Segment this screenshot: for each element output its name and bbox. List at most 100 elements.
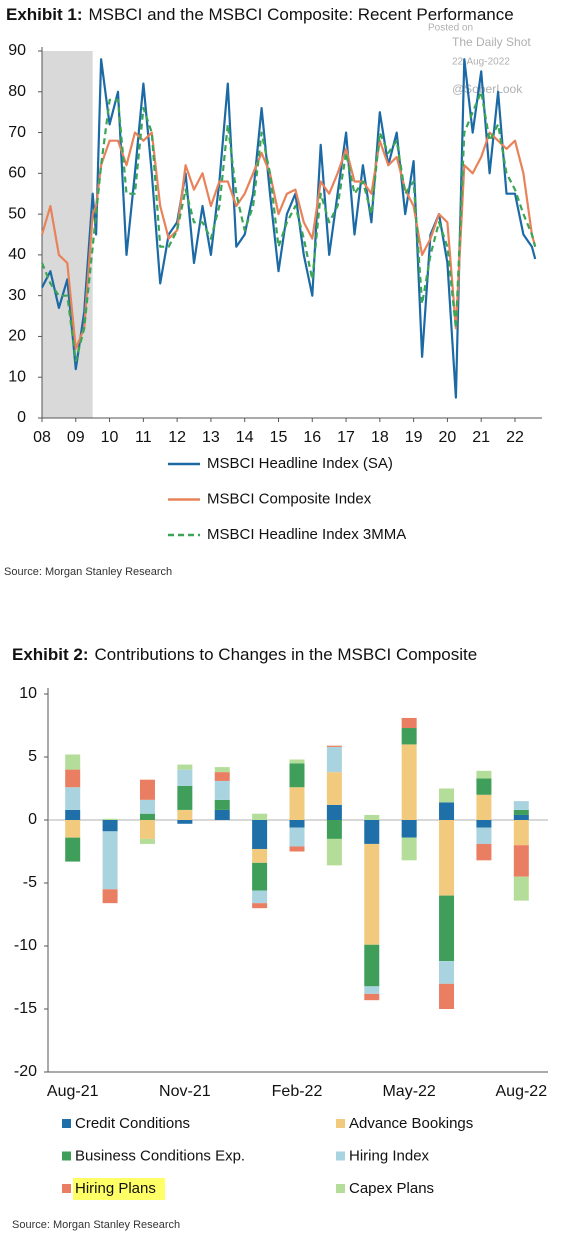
x-tick-label: 11: [135, 429, 152, 446]
bar-segment: [214, 780, 230, 800]
legend-label: Advance Bookings: [349, 1115, 473, 1132]
y-tick-label: 30: [8, 287, 26, 304]
chart-title: Exhibit 1: MSBCI and the MSBCI Composite:…: [6, 5, 514, 24]
bar-segment: [364, 993, 380, 1001]
legend-swatch: [62, 1184, 71, 1193]
watermark: @SoberLook: [452, 82, 523, 96]
bar-segment: [65, 787, 81, 810]
bar-segment: [439, 983, 455, 1009]
bar-segment: [252, 820, 268, 849]
bar-segment: [364, 814, 380, 820]
series-line: [41, 58, 537, 399]
bar-segment: [214, 772, 230, 781]
x-tick-label: 21: [472, 429, 490, 446]
bar-segment: [513, 820, 529, 846]
bar-segment: [364, 986, 380, 994]
bar-segment: [476, 827, 492, 844]
source: Source: Morgan Stanley Research: [12, 1219, 180, 1231]
bar-segment: [439, 820, 455, 896]
y-tick-label: 70: [8, 124, 26, 141]
x-tick-label: 18: [371, 429, 389, 446]
bar-segment: [252, 903, 268, 909]
x-tick-label: 20: [439, 429, 457, 446]
bar-segment: [326, 820, 342, 839]
bar-segment: [289, 787, 305, 820]
bar-segment: [513, 845, 529, 877]
x-tick-label: Nov-21: [159, 1083, 211, 1100]
legend-label: Hiring Plans: [75, 1180, 156, 1197]
title-text: Contributions to Changes in the MSBCI Co…: [95, 645, 478, 664]
shaded-period: [42, 51, 93, 418]
bar-segment: [439, 788, 455, 803]
watermark: Posted on: [428, 23, 473, 34]
exhibit-label: Exhibit 2:: [12, 645, 89, 664]
x-tick-label: May-22: [382, 1083, 435, 1100]
bar-segment: [177, 809, 193, 820]
bar-segment: [139, 799, 155, 814]
bar-segment: [326, 772, 342, 805]
y-tick-label: 20: [8, 328, 26, 345]
bar-segment: [401, 837, 417, 861]
series-line: [40, 90, 537, 362]
x-tick-label: 09: [67, 429, 85, 446]
bar-segment: [214, 799, 230, 810]
bar-segment: [289, 827, 305, 847]
bar-segment: [476, 770, 492, 779]
bar-segment: [476, 843, 492, 861]
x-tick-label: 13: [202, 429, 220, 446]
legend-swatch: [336, 1119, 345, 1128]
bar-segment: [476, 820, 492, 828]
x-tick-label: 19: [405, 429, 423, 446]
bar-segment: [214, 767, 230, 773]
y-tick-label: 50: [8, 205, 26, 222]
bar-segment: [513, 814, 529, 820]
bar-segment: [65, 809, 81, 820]
bar-segment: [476, 778, 492, 795]
bar-segment: [177, 820, 193, 824]
y-tick-label: 10: [19, 685, 37, 702]
bar-segment: [364, 820, 380, 844]
y-tick-label: 40: [8, 246, 26, 263]
watermark: The Daily Shot: [452, 35, 531, 49]
bar-segment: [401, 728, 417, 745]
bar-segment: [401, 717, 417, 729]
bar-segment: [252, 848, 268, 863]
x-tick-label: 17: [337, 429, 355, 446]
bar-segment: [102, 831, 118, 890]
y-tick-label: 90: [8, 42, 26, 59]
legend-swatch: [62, 1119, 71, 1128]
y-tick-label: 80: [8, 83, 26, 100]
chart-title: Exhibit 2: Contributions to Changes in th…: [12, 645, 477, 664]
source: Source: Morgan Stanley Research: [4, 566, 172, 578]
bar-segment: [102, 818, 118, 820]
x-tick-label: 14: [236, 429, 254, 446]
x-tick-label: Feb-22: [272, 1083, 323, 1100]
y-tick-label: -20: [14, 1063, 37, 1080]
bar-segment: [102, 889, 118, 904]
bar-segment: [326, 838, 342, 866]
bar-segment: [65, 754, 81, 770]
legend-label: Hiring Index: [349, 1147, 430, 1164]
bar-segment: [252, 890, 268, 904]
x-tick-label: 22: [506, 429, 524, 446]
bar-segment: [289, 846, 305, 852]
x-tick-label: 08: [33, 429, 51, 446]
bar-segment: [476, 794, 492, 820]
bar-segment: [65, 820, 81, 838]
bar-segment: [252, 862, 268, 891]
bar-segment: [289, 820, 305, 828]
legend-label: Credit Conditions: [75, 1115, 190, 1132]
bar-segment: [102, 820, 118, 832]
bar-segment: [326, 804, 342, 820]
bar-segment: [401, 820, 417, 838]
bar-segment: [289, 759, 305, 764]
legend-highlight: [73, 1178, 165, 1200]
y-tick-label: 10: [8, 368, 26, 385]
bar-segment: [177, 764, 193, 770]
legend-label: Business Conditions Exp.: [75, 1147, 245, 1164]
bar-segment: [513, 809, 529, 815]
bar-segment: [401, 744, 417, 820]
x-tick-label: Aug-22: [496, 1083, 548, 1100]
legend-swatch: [336, 1184, 345, 1193]
